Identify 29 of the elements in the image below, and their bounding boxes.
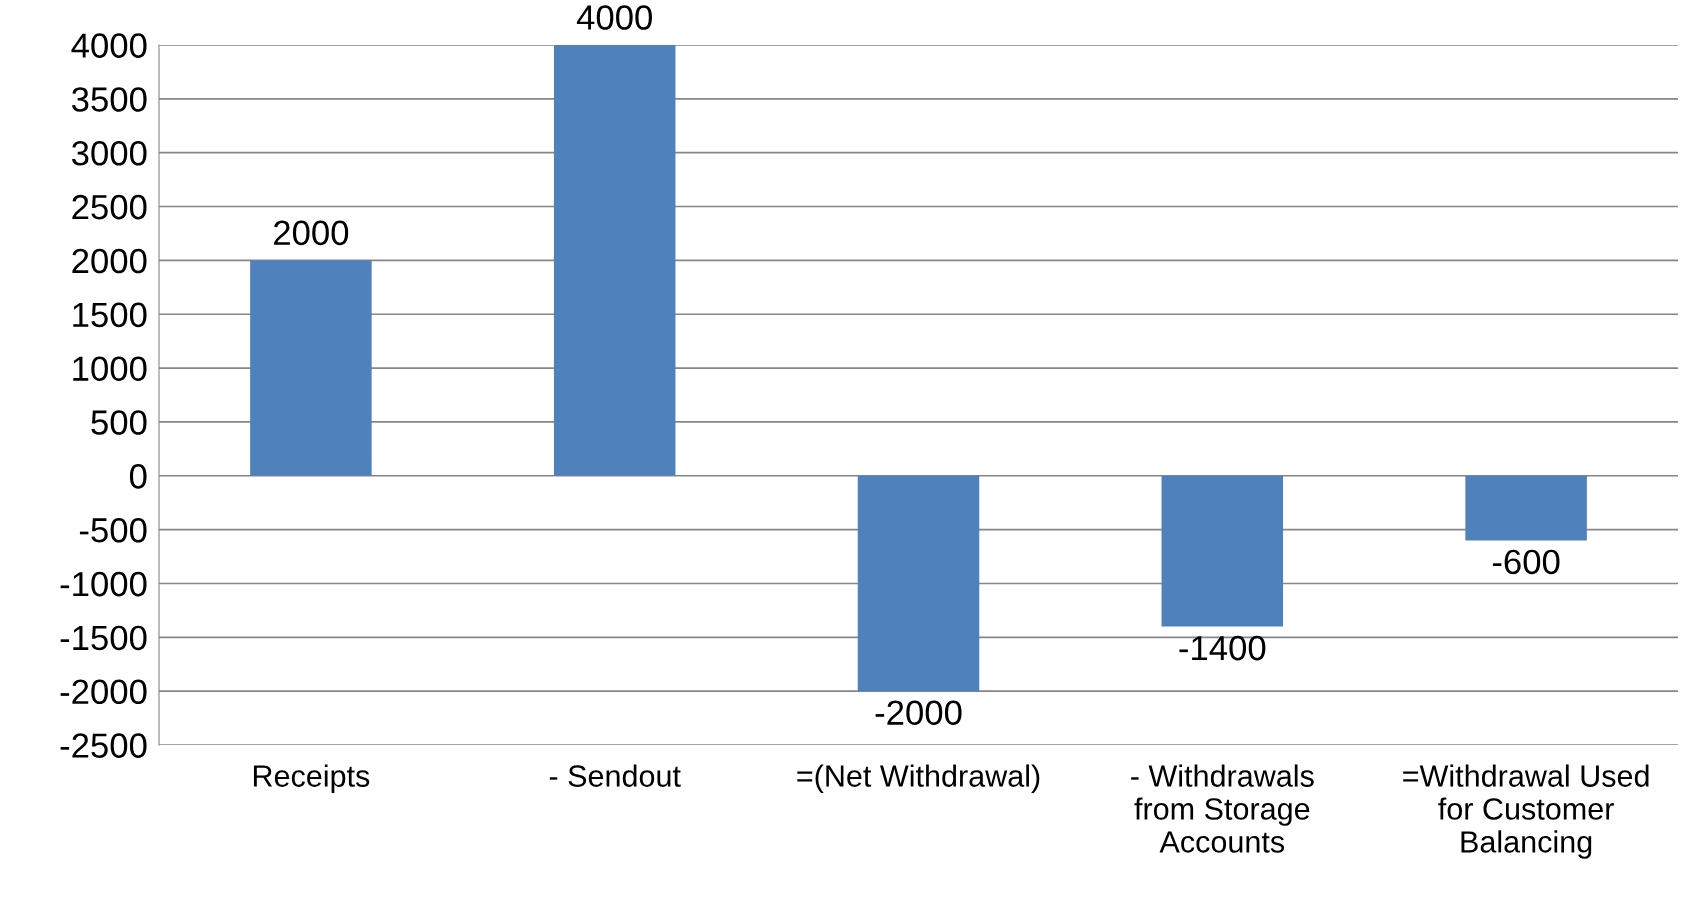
bar bbox=[250, 260, 372, 476]
x-tick-label: - Sendout bbox=[549, 764, 681, 787]
y-tick-label: 1500 bbox=[73, 302, 147, 328]
data-label: -1400 bbox=[1179, 635, 1266, 661]
y-tick-label: -500 bbox=[79, 517, 147, 543]
bar bbox=[553, 45, 676, 476]
x-tick-label: =Withdrawal Used for Customer Balancing bbox=[1403, 764, 1649, 859]
y-tick-label: 500 bbox=[91, 410, 147, 435]
y-tick-label: -2000 bbox=[60, 679, 147, 705]
y-tick-label: 0 bbox=[129, 464, 147, 489]
y-tick-label: 2500 bbox=[72, 194, 147, 220]
y-tick-label: 2000 bbox=[72, 248, 147, 274]
y-tick-label: 3500 bbox=[71, 87, 147, 112]
x-tick-label: - Withdrawals from Storage Accounts bbox=[1131, 764, 1314, 853]
y-tick-label: 4000 bbox=[71, 33, 147, 58]
data-label: 4000 bbox=[576, 5, 652, 30]
bar bbox=[857, 475, 980, 692]
y-tick-label: -1500 bbox=[60, 625, 147, 651]
y-tick-label: 3000 bbox=[71, 141, 147, 166]
x-tick-label: Receipts bbox=[253, 764, 370, 793]
y-tick-label: 1000 bbox=[73, 356, 147, 381]
data-label: -2000 bbox=[875, 700, 962, 725]
bar bbox=[1465, 475, 1587, 541]
data-label: -600 bbox=[1492, 549, 1560, 575]
y-tick-label: -1000 bbox=[60, 571, 147, 597]
bar bbox=[1161, 475, 1284, 627]
y-tick-label: -2500 bbox=[60, 733, 147, 758]
data-label: 2000 bbox=[274, 220, 349, 246]
x-tick-label: =(Net Withdrawal) bbox=[797, 764, 1040, 793]
